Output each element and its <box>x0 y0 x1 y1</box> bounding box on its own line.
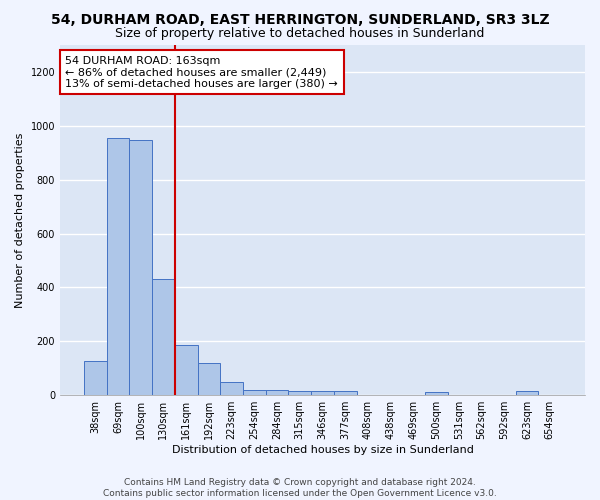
Bar <box>243 390 266 395</box>
Bar <box>289 392 311 395</box>
X-axis label: Distribution of detached houses by size in Sunderland: Distribution of detached houses by size … <box>172 445 473 455</box>
Bar <box>334 392 356 395</box>
Bar <box>130 140 152 395</box>
Bar <box>311 392 334 395</box>
Y-axis label: Number of detached properties: Number of detached properties <box>15 132 25 308</box>
Bar <box>197 363 220 395</box>
Text: 54 DURHAM ROAD: 163sqm
← 86% of detached houses are smaller (2,449)
13% of semi-: 54 DURHAM ROAD: 163sqm ← 86% of detached… <box>65 56 338 88</box>
Text: 54, DURHAM ROAD, EAST HERRINGTON, SUNDERLAND, SR3 3LZ: 54, DURHAM ROAD, EAST HERRINGTON, SUNDER… <box>50 12 550 26</box>
Bar <box>220 382 243 395</box>
Bar <box>425 392 448 395</box>
Bar <box>84 360 107 395</box>
Bar <box>152 280 175 395</box>
Text: Size of property relative to detached houses in Sunderland: Size of property relative to detached ho… <box>115 28 485 40</box>
Bar <box>515 392 538 395</box>
Text: Contains HM Land Registry data © Crown copyright and database right 2024.
Contai: Contains HM Land Registry data © Crown c… <box>103 478 497 498</box>
Bar <box>107 138 130 395</box>
Bar <box>175 346 197 395</box>
Bar <box>266 390 289 395</box>
